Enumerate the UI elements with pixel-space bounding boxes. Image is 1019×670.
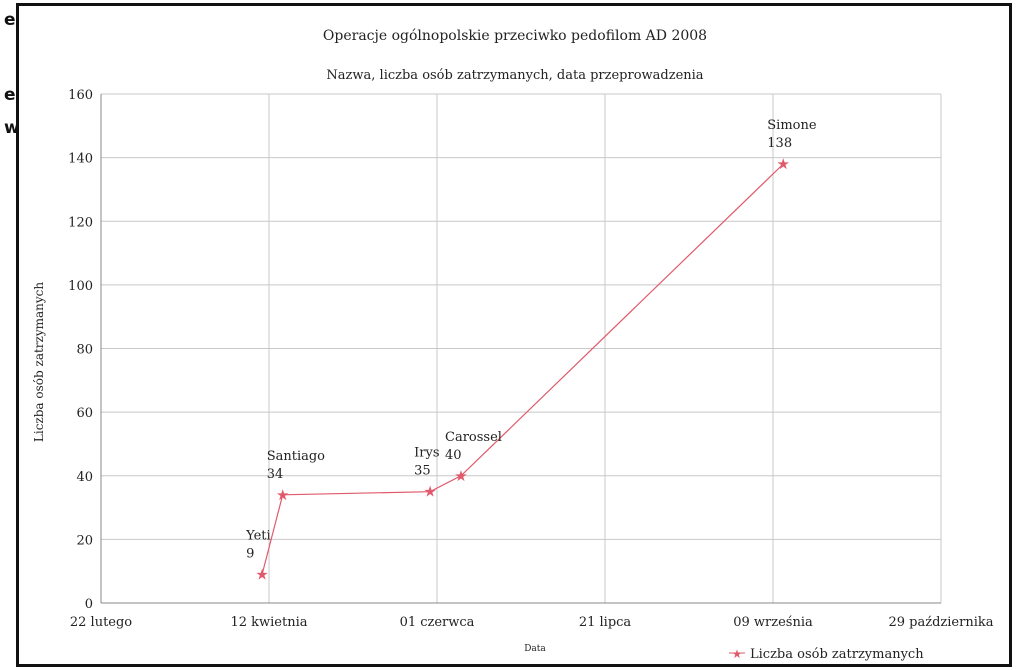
edge-fragment: e [4,10,16,30]
grid [100,93,942,604]
point-name-label: Yeti [245,528,271,543]
x-axis-ticks: 22 lutego 12 kwietnia 01 czerwca 21 lipca 09… [70,615,994,630]
y-tick-label: 40 [76,470,93,485]
y-tick-label: 120 [68,215,93,230]
data-point-marker: ★ [454,467,467,485]
point-labels: Yeti 9 Santiago 34 Irys 35 Carossel 40 Simone 138 [245,118,817,561]
chart-subtitle: Nazwa, liczba osób zatrzymanych, data pr… [326,68,703,83]
y-tick-label: 80 [76,343,93,358]
legend: ★ Liczba osób zatrzymanych [729,647,924,662]
point-value-label: 9 [246,546,254,561]
point-value-label: 35 [414,464,431,479]
chart-title: Operacje ogólnopolskie przeciwko pedofil… [323,28,707,44]
y-axis-ticks: 0 20 40 60 80 100 120 140 160 [68,88,93,612]
y-tick-label: 100 [68,279,93,294]
point-name-label: Simone [767,118,817,133]
legend-label: Liczba osób zatrzymanych [750,647,924,662]
point-name-label: Irys [414,446,439,461]
data-point-marker: ★ [276,486,289,504]
x-tick-label: 29 października [889,615,994,630]
point-value-label: 40 [445,448,462,463]
x-tick-label: 09 września [733,615,813,630]
data-point-marker: ★ [777,155,790,173]
y-tick-label: 0 [85,597,93,612]
point-value-label: 34 [267,467,284,482]
edge-fragment: w [4,118,18,138]
line-chart: 0 20 40 60 80 100 120 140 160 22 lutego 12 kwietn… [32,28,994,662]
point-name-label: Carossel [445,430,502,445]
x-tick-label: 01 czerwca [400,615,475,630]
point-value-label: 138 [767,136,792,151]
data-point-marker: ★ [255,565,268,583]
y-tick-label: 60 [76,406,93,421]
series-layer: ★ ★ ★ ★ ★ [255,155,790,583]
point-name-label: Santiago [267,449,325,464]
x-tick-label: 12 kwietnia [230,615,307,630]
x-axis-label: Data [524,644,546,654]
series-line [261,163,784,575]
x-tick-label: 21 lipca [579,615,632,630]
y-tick-label: 140 [68,152,93,167]
y-tick-label: 20 [76,533,93,548]
edge-fragment: e [4,85,16,105]
y-axis-label: Liczba osób zatrzymanych [32,282,46,443]
y-tick-label: 160 [68,88,93,103]
left-edge-text-fragments: e e w [0,0,18,670]
legend-marker: ★ [732,647,743,661]
data-point-marker: ★ [423,483,436,501]
x-tick-label: 22 lutego [70,615,132,630]
chart-frame: 0 20 40 60 80 100 120 140 160 22 lutego 12 kwietn… [16,3,1012,667]
